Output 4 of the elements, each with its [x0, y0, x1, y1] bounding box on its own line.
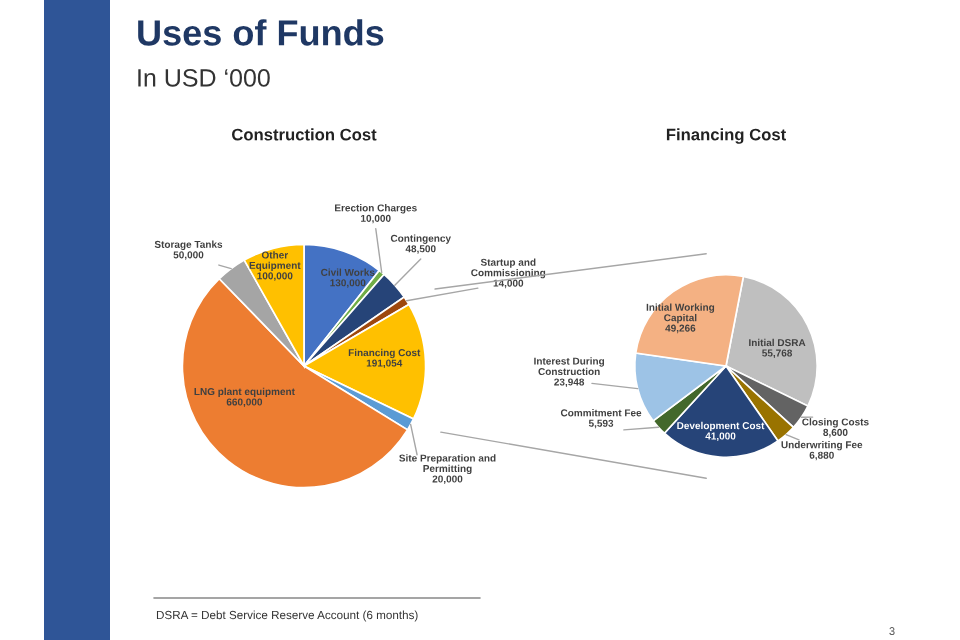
chart-title: Financing Cost	[666, 128, 786, 144]
text: Uses of Funds	[138, 19, 384, 46]
text: In USD ‘000	[138, 69, 270, 87]
chart-title: Construction Cost	[232, 128, 377, 141]
